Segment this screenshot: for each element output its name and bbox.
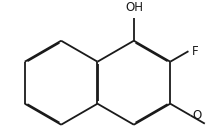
Text: O: O [193,109,202,122]
Text: F: F [192,45,199,58]
Text: OH: OH [126,1,144,14]
